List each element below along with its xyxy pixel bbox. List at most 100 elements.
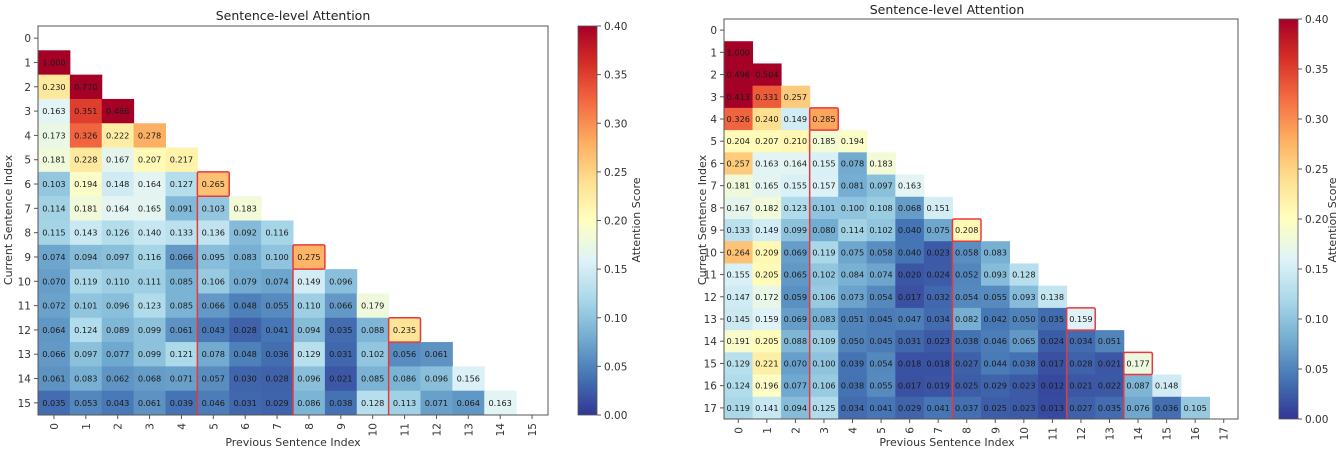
heatmap-cell [420,390,453,416]
cell-value-label: 0.100 [265,252,288,262]
cell-value-label: 0.179 [361,301,384,311]
heatmap-cell [724,85,754,109]
heatmap-cell [752,330,782,353]
cell-value-label: 0.029 [898,403,921,413]
cell-value-label: 0.099 [784,225,807,235]
x-tick-label: 0 [49,423,61,430]
cell-value-label: 0.037 [955,403,978,413]
heatmap-cell [229,293,262,319]
x-ticks: 0 1 2 3 4 5 6 7 8 9 10 11 12 13 14 15 [49,415,539,436]
heatmap-cell [388,317,421,343]
plot-frame [723,18,1239,420]
heatmap-cell [261,366,294,392]
colorbar-tick-label: 0.20 [1305,214,1328,226]
heatmap-cell [38,220,71,246]
heatmap-cell [923,374,953,398]
colorbar-tick-label: 0.35 [1305,64,1328,76]
heatmap-cell [197,293,230,319]
heatmap-cell [809,285,839,309]
cell-value-label: 0.055 [265,301,288,311]
cell-value-label: 0.486 [106,106,129,116]
cell-value-label: 0.088 [784,336,807,346]
heatmap-cell [923,307,953,331]
heatmap-cell [388,390,421,416]
heatmap-cell [133,317,166,343]
cell-value-label: 0.083 [984,247,1007,257]
cell-value-label: 0.331 [755,92,778,102]
heatmap-cell [101,147,135,173]
x-tick-label: 8 [962,427,974,434]
cell-value-label: 0.034 [1069,336,1092,346]
x-tick-label: 9 [990,427,1002,434]
cell-value-label: 0.125 [812,403,835,413]
heatmap-cell [38,244,71,270]
cell-value-label: 0.133 [170,228,193,238]
heatmap-cell [781,241,811,264]
heatmap-cell [388,342,421,367]
cell-value-label: 0.129 [727,358,750,368]
cell-value-label: 0.094 [297,325,320,335]
cell-value-label: 0.094 [784,403,807,413]
cell-value-label: 0.078 [841,158,864,168]
cell-value-label: 0.028 [233,325,256,335]
heatmap-cell [101,269,135,294]
cell-value-label: 0.065 [1012,336,1035,346]
cell-value-label: 0.326 [74,130,97,140]
heatmap-cell [165,390,198,416]
heatmap-cell [724,174,754,198]
cell-value-label: 0.164 [106,203,129,213]
colorbar-ticks: 0.00 0.05 0.10 0.15 0.20 0.25 0.30 0.35 0.40 [1298,14,1328,426]
x-tick-label: 10 [368,423,380,436]
cell-value-label: 0.085 [170,276,193,286]
heatmap-cell [724,396,754,420]
heatmap-cell [165,293,198,319]
heatmap-cell [69,171,103,197]
heatmap-cell [1009,396,1039,420]
cell-value-label: 1.000 [727,47,750,57]
heatmap-cell [101,196,135,221]
y-tick-label: 8 [24,228,31,240]
heatmap-cell [952,285,982,309]
cell-value-label: 0.073 [841,292,864,302]
heatmap-cell [866,285,896,309]
cell-value-label: 0.034 [926,314,949,324]
cell-value-label: 0.155 [784,181,807,191]
cell-value-label: 0.032 [926,292,949,302]
colorbar-gradient [1278,18,1299,420]
heatmap-cell [133,293,166,319]
y-tick-label: 12 [704,292,717,304]
heatmap-cell [69,390,103,416]
cell-value-label: 0.156 [457,374,480,384]
heatmap-cell [197,220,230,246]
colorbar-tick-label: 0.15 [1305,264,1328,276]
cell-value-label: 0.017 [898,292,921,302]
y-tick-label: 1 [710,47,717,59]
y-tick-label: 9 [24,252,31,264]
heatmap-cell [38,74,71,100]
cell-value-label: 0.096 [329,276,352,286]
heatmap-cell [1152,396,1182,420]
cell-value-label: 0.077 [106,349,129,359]
heatmap-cell [809,196,839,220]
cell-value-label: 0.019 [926,381,949,391]
heatmap-cell [866,152,896,176]
heatmap-cell [133,147,166,173]
heatmap-cell [809,307,839,331]
heatmap-cell [809,330,839,353]
heatmap-cell [261,342,294,367]
y-tick-label: 0 [710,25,717,37]
x-tick-label: 11 [400,423,412,436]
cell-value-label: 0.027 [955,358,978,368]
heatmap-cell [809,374,839,398]
cell-value-label: 0.113 [393,398,416,408]
cell-value-label: 0.103 [202,203,225,213]
cell-value-label: 0.133 [727,225,750,235]
y-tick-label: 15 [704,358,717,370]
heatmap-cell [133,171,166,197]
cell-value-label: 0.204 [727,136,750,146]
heatmap-cell [781,174,811,198]
cell-value-label: 0.351 [74,106,97,116]
heatmap-cell [1066,307,1096,331]
y-tick-label: 13 [704,314,717,326]
cell-value-label: 0.149 [297,276,320,286]
